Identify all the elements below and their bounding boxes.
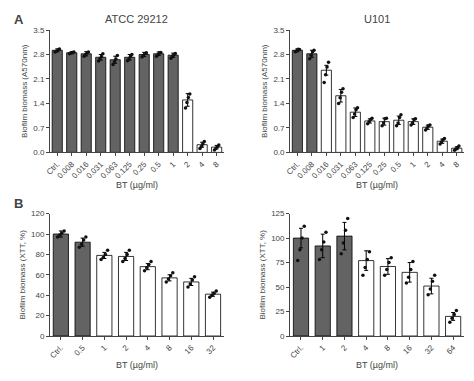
svg-text:8: 8	[164, 343, 174, 353]
svg-text:2.1: 2.1	[33, 75, 45, 84]
svg-text:0.5: 0.5	[149, 159, 164, 174]
svg-text:Ctrl.: Ctrl.	[288, 343, 305, 360]
svg-text:0.5: 0.5	[73, 343, 88, 358]
svg-text:8: 8	[451, 159, 461, 169]
svg-text:U101: U101	[364, 13, 390, 25]
svg-text:1.4: 1.4	[33, 99, 45, 108]
svg-text:32: 32	[423, 343, 436, 356]
svg-text:4: 4	[143, 343, 153, 353]
svg-text:100: 100	[31, 230, 45, 239]
svg-text:Ctrl.: Ctrl.	[285, 160, 302, 177]
svg-text:2: 2	[121, 343, 131, 353]
svg-text:0.0: 0.0	[273, 148, 285, 157]
svg-text:32: 32	[205, 343, 218, 356]
svg-text:1: 1	[99, 343, 109, 353]
svg-text:ATCC 29212: ATCC 29212	[105, 13, 168, 25]
svg-text:1.4: 1.4	[273, 99, 285, 108]
svg-text:Ctrl.: Ctrl.	[48, 343, 65, 360]
svg-text:2.8: 2.8	[33, 50, 45, 59]
svg-text:4: 4	[437, 159, 447, 169]
svg-text:0.016: 0.016	[70, 159, 91, 180]
svg-text:120: 120	[31, 209, 45, 218]
svg-text:0.125: 0.125	[113, 159, 134, 180]
svg-text:2.8: 2.8	[273, 50, 285, 59]
svg-text:0.25: 0.25	[371, 159, 389, 177]
svg-text:0.7: 0.7	[33, 124, 45, 133]
svg-text:0.7: 0.7	[273, 124, 285, 133]
svg-text:100: 100	[271, 234, 285, 243]
svg-text:0: 0	[280, 332, 285, 341]
svg-text:0.25: 0.25	[131, 159, 149, 177]
svg-text:20: 20	[35, 311, 44, 320]
svg-text:50: 50	[276, 283, 285, 292]
svg-text:0: 0	[40, 332, 45, 341]
svg-text:0.008: 0.008	[296, 159, 317, 180]
svg-text:125: 125	[271, 209, 285, 218]
svg-text:80: 80	[35, 250, 44, 259]
svg-text:1: 1	[168, 159, 178, 169]
svg-text:1: 1	[408, 159, 418, 169]
svg-text:Ctrl.: Ctrl.	[45, 160, 62, 177]
svg-text:A: A	[14, 12, 24, 27]
svg-text:B: B	[14, 196, 23, 211]
svg-text:0.5: 0.5	[389, 159, 404, 174]
svg-text:60: 60	[35, 271, 44, 280]
svg-text:BT (µg/ml): BT (µg/ml)	[116, 360, 158, 370]
svg-text:BT (µg/ml): BT (µg/ml)	[356, 360, 398, 370]
svg-text:0.0: 0.0	[33, 148, 45, 157]
svg-text:BT (µg/ml): BT (µg/ml)	[116, 180, 158, 190]
svg-text:0.016: 0.016	[310, 159, 331, 180]
svg-text:16: 16	[401, 343, 414, 356]
svg-text:64: 64	[445, 343, 458, 356]
svg-text:Biofilm biomass (A570nm): Biofilm biomass (A570nm)	[20, 44, 29, 138]
svg-text:2: 2	[423, 159, 433, 169]
svg-text:0.063: 0.063	[99, 159, 120, 180]
svg-text:0.031: 0.031	[325, 159, 346, 180]
svg-text:16: 16	[183, 343, 196, 356]
svg-text:Biofilm biomass (XTT, %): Biofilm biomass (XTT, %)	[258, 230, 267, 320]
svg-text:2.1: 2.1	[273, 75, 285, 84]
svg-text:40: 40	[35, 291, 44, 300]
svg-text:4: 4	[361, 343, 371, 353]
svg-text:8: 8	[211, 159, 221, 169]
svg-text:0.125: 0.125	[354, 159, 375, 180]
svg-text:75: 75	[276, 258, 285, 267]
svg-text:Biofilm biomass (XTT, %): Biofilm biomass (XTT, %)	[18, 230, 27, 320]
svg-text:3.5: 3.5	[273, 26, 285, 35]
svg-text:BT (µg/ml): BT (µg/ml)	[356, 180, 398, 190]
svg-text:0.008: 0.008	[55, 159, 76, 180]
svg-text:8: 8	[383, 343, 393, 353]
svg-text:4: 4	[197, 159, 207, 169]
svg-text:2: 2	[182, 159, 192, 169]
svg-text:2: 2	[339, 343, 349, 353]
svg-text:0.063: 0.063	[339, 159, 360, 180]
svg-text:1: 1	[317, 343, 327, 353]
svg-text:3.5: 3.5	[33, 26, 45, 35]
svg-text:25: 25	[276, 307, 285, 316]
svg-text:Biofilm biomass (A570nm): Biofilm biomass (A570nm)	[260, 44, 269, 138]
svg-text:0.031: 0.031	[84, 159, 105, 180]
